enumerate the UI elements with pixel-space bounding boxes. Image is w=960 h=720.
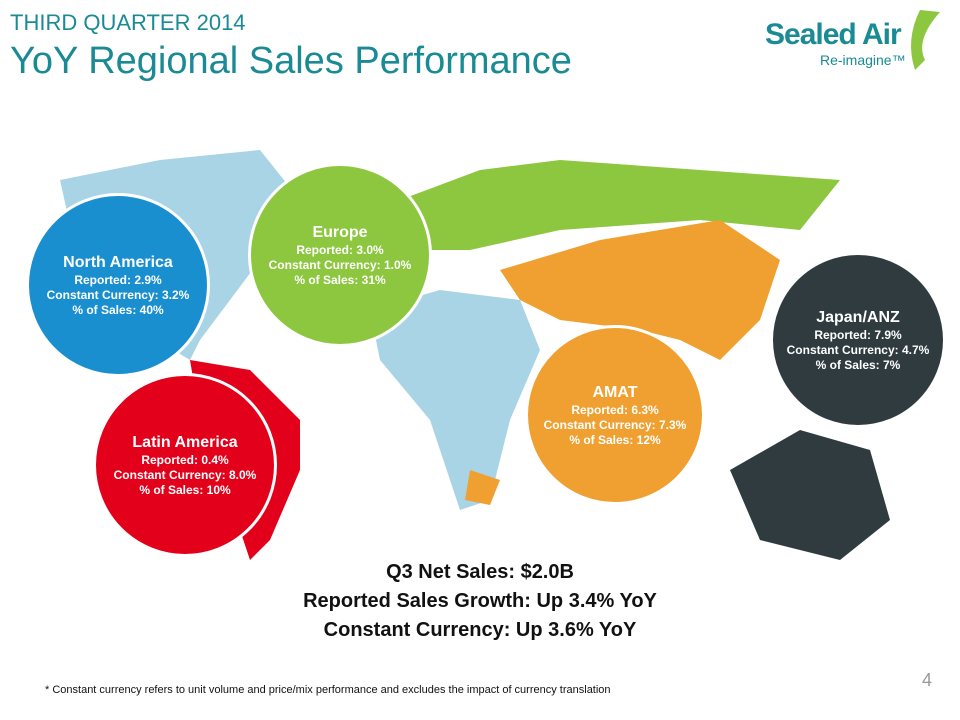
land-europe-russia xyxy=(400,160,840,250)
land-south-africa xyxy=(465,470,500,505)
region-circle: Europe Reported: 3.0% Constant Currency: 1… xyxy=(248,163,432,347)
summary-line: Q3 Net Sales: $2.0B xyxy=(386,561,574,583)
summary: Q3 Net Sales: $2.0B Reported Sales Growt… xyxy=(180,558,780,645)
region-stat: Constant Currency: 4.7% xyxy=(786,342,930,357)
region-name: Latin America xyxy=(132,433,238,451)
region-stat: % of Sales: 7% xyxy=(815,357,901,372)
land-australia xyxy=(730,430,890,560)
region-name: North America xyxy=(63,253,173,271)
region-stat: Reported: 6.3% xyxy=(571,402,659,417)
logo-swoosh xyxy=(911,10,940,70)
logo-name: Sealed Air xyxy=(765,18,902,51)
region-stat: Constant Currency: 3.2% xyxy=(46,287,190,302)
region-name: Japan/ANZ xyxy=(816,308,900,326)
region-stat: % of Sales: 31% xyxy=(294,272,386,287)
page-number: 4 xyxy=(922,670,933,690)
region-circle: AMAT Reported: 6.3% Constant Currency: 7.3… xyxy=(525,325,705,505)
region-circle: Latin America Reported: 0.4% Constant Curr… xyxy=(93,373,277,557)
region-stat: Constant Currency: 7.3% xyxy=(543,417,687,432)
title: YoY Regional Sales Performance xyxy=(10,40,572,82)
region-stat: % of Sales: 40% xyxy=(72,302,164,317)
region-stat: % of Sales: 12% xyxy=(569,432,661,447)
summary-line: Constant Currency: Up 3.6% YoY xyxy=(323,619,637,641)
subtitle: THIRD QUARTER 2014 xyxy=(10,10,246,35)
logo-tagline: Re-imagine™ xyxy=(820,52,906,68)
region-stat: Reported: 3.0% xyxy=(296,242,384,257)
region-stat: Reported: 2.9% xyxy=(74,272,162,287)
region-name: Europe xyxy=(312,223,368,241)
region-stat: Constant Currency: 1.0% xyxy=(268,257,412,272)
region-stat: Constant Currency: 8.0% xyxy=(113,467,257,482)
land-asia xyxy=(500,220,780,360)
footnote: * Constant currency refers to unit volum… xyxy=(45,684,611,696)
land-africa xyxy=(370,290,540,510)
region-circle: Japan/ANZ Reported: 7.9% Constant Currency… xyxy=(770,252,946,428)
region-name: AMAT xyxy=(592,383,638,401)
region-stat: Reported: 7.9% xyxy=(814,327,902,342)
region-circle: North America Reported: 2.9% Constant Curr… xyxy=(26,193,210,377)
region-stat: Reported: 0.4% xyxy=(141,452,229,467)
region-stat: % of Sales: 10% xyxy=(139,482,231,497)
summary-line: Reported Sales Growth: Up 3.4% YoY xyxy=(303,590,657,612)
